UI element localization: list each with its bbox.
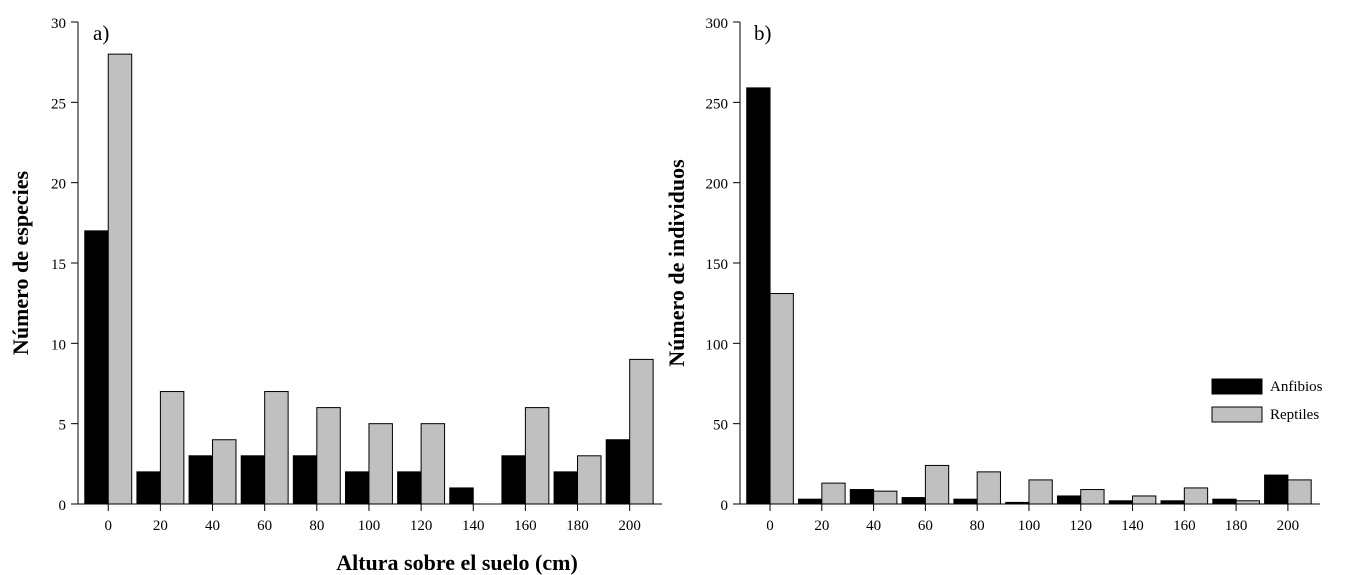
bar-reptiles-60 — [924, 464, 950, 505]
bar-anfibios-100 — [344, 471, 370, 505]
y-tick-label: 30 — [51, 16, 66, 32]
bar-anfibios-80 — [953, 498, 978, 505]
panel-a: 0 5 10 15 20 25 30 0 20 40 60 80 100 120 140 160 180 200 a… — [8, 16, 662, 534]
shared-x-axis-title: Altura sobre el suelo (cm) — [336, 550, 578, 575]
x-tick-label: 40 — [205, 518, 220, 534]
bar-anfibios-180 — [553, 471, 579, 505]
x-tick-label: 20 — [153, 518, 168, 534]
y-tick-label: 250 — [706, 96, 729, 112]
x-tick-label: 60 — [918, 518, 933, 534]
bar-anfibios-140 — [449, 487, 474, 505]
bar-reptiles-60 — [264, 391, 289, 505]
bar-reptiles-160 — [524, 407, 550, 505]
bar-anfibios-200 — [605, 439, 631, 505]
bar-reptiles-120 — [420, 423, 446, 505]
y-tick-label: 100 — [706, 337, 729, 353]
bar-reptiles-100 — [368, 423, 393, 505]
x-tick-label: 200 — [618, 518, 641, 534]
x-tick-label: 40 — [866, 518, 881, 534]
x-tick-label: 120 — [1070, 518, 1093, 534]
bar-anfibios-20 — [136, 471, 161, 505]
bar-reptiles-40 — [873, 490, 898, 505]
panel-label: a) — [93, 21, 109, 45]
bar-anfibios-100 — [1005, 501, 1030, 505]
y-tick-label: 300 — [706, 16, 729, 32]
bar-reptiles-100 — [1028, 479, 1053, 505]
bar-reptiles-200 — [629, 358, 654, 505]
y-axis-title: Número de especies — [8, 171, 33, 356]
bar-anfibios-80 — [292, 455, 318, 505]
bar-reptiles-180 — [577, 455, 602, 505]
bar-reptiles-0 — [769, 293, 794, 505]
y-tick-label: 25 — [51, 96, 66, 112]
x-tick-label: 120 — [410, 518, 433, 534]
bar-reptiles-80 — [976, 471, 1001, 505]
bar-reptiles-20 — [159, 391, 185, 505]
bar-reptiles-120 — [1080, 489, 1105, 505]
bar-anfibios-140 — [1108, 500, 1134, 505]
bar-anfibios-60 — [240, 455, 266, 505]
y-tick-label: 200 — [706, 177, 729, 193]
bar-anfibios-40 — [849, 489, 875, 505]
x-tick-label: 160 — [1173, 518, 1196, 534]
x-tick-label: 0 — [104, 518, 112, 534]
bar-reptiles-20 — [821, 482, 846, 505]
bar-reptiles-180 — [1235, 500, 1260, 505]
bar-anfibios-160 — [1160, 500, 1185, 505]
legend-label-reptiles: Reptiles — [1270, 407, 1319, 423]
bar-anfibios-200 — [1264, 474, 1289, 505]
bar-reptiles-160 — [1183, 487, 1209, 505]
x-tick-label: 140 — [1121, 518, 1144, 534]
y-tick-label: 150 — [706, 257, 729, 273]
panel-b: 0 50 100 150 200 250 300 0 20 40 60 80 100 120 140 160 1… — [664, 16, 1323, 534]
bar-anfibios-0 — [746, 87, 771, 505]
bar-anfibios-40 — [188, 455, 214, 505]
legend: Anfibios Reptiles — [1211, 378, 1323, 423]
legend-swatch-reptiles — [1211, 406, 1263, 423]
bar-anfibios-20 — [798, 498, 823, 505]
x-tick-label: 160 — [514, 518, 537, 534]
bar-anfibios-60 — [901, 497, 926, 505]
panel-label: b) — [754, 21, 772, 45]
y-tick-label: 0 — [721, 498, 729, 514]
y-tick-label: 5 — [59, 418, 67, 434]
y-tick-label: 10 — [51, 337, 66, 353]
bar-anfibios-120 — [1056, 495, 1082, 505]
bar-reptiles-80 — [316, 407, 341, 505]
x-tick-label: 180 — [566, 518, 589, 534]
x-tick-label: 60 — [257, 518, 272, 534]
bar-reptiles-40 — [212, 439, 237, 505]
legend-swatch-anfibios — [1211, 378, 1263, 395]
x-tick-label: 100 — [1018, 518, 1041, 534]
bar-reptiles-140 — [1132, 495, 1157, 505]
bar-anfibios-0 — [84, 230, 109, 505]
x-tick-label: 180 — [1225, 518, 1248, 534]
bar-anfibios-160 — [501, 455, 526, 505]
y-tick-label: 50 — [713, 418, 728, 434]
x-tick-label: 200 — [1277, 518, 1300, 534]
x-tick-label: 80 — [970, 518, 985, 534]
bar-reptiles-0 — [107, 53, 133, 505]
bar-anfibios-180 — [1212, 498, 1237, 505]
y-tick-label: 20 — [51, 177, 66, 193]
x-tick-label: 80 — [309, 518, 324, 534]
x-tick-label: 100 — [358, 518, 381, 534]
y-tick-label: 0 — [59, 498, 67, 514]
bar-anfibios-120 — [397, 471, 422, 505]
x-tick-label: 140 — [462, 518, 485, 534]
x-tick-label: 0 — [766, 518, 774, 534]
y-axis-title: Número de individuos — [664, 159, 689, 367]
bar-reptiles-200 — [1287, 479, 1312, 505]
y-tick-label: 15 — [51, 257, 66, 273]
legend-label-anfibios: Anfibios — [1270, 379, 1323, 395]
x-tick-label: 20 — [814, 518, 829, 534]
